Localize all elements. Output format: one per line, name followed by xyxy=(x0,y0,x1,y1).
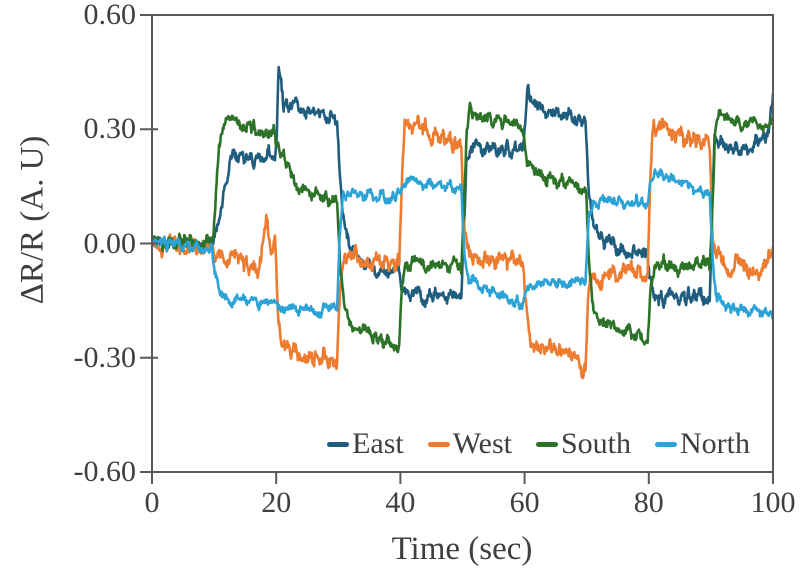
x-tick-label: 20 xyxy=(261,486,292,519)
y-tick-label: -0.30 xyxy=(73,340,137,374)
series-line-west xyxy=(152,114,773,380)
legend-swatch-south-icon xyxy=(535,441,558,447)
legend-label: West xyxy=(452,427,512,460)
x-tick-label: 0 xyxy=(144,486,160,519)
legend-item-south: South xyxy=(535,427,631,460)
legend-item-west: West xyxy=(427,427,512,460)
x-tick-label: 100 xyxy=(750,486,796,519)
x-tick-label: 60 xyxy=(509,486,540,519)
x-tick-label: 80 xyxy=(633,486,664,519)
x-axis-title: Time (sec) xyxy=(391,531,533,567)
legend-swatch-east-icon xyxy=(327,441,350,447)
legend-swatch-north-icon xyxy=(655,441,677,447)
legend-item-north: North xyxy=(655,428,750,460)
legend-item-east: East xyxy=(327,428,404,460)
legend-label: South xyxy=(560,427,631,460)
legend: East West South North xyxy=(152,428,750,460)
y-tick-label: 0.00 xyxy=(83,226,137,260)
y-tick-label: 0.30 xyxy=(83,112,137,146)
y-axis-title: ΔR/R (A. U) xyxy=(14,135,51,305)
legend-label: North xyxy=(680,427,750,460)
plot-frame xyxy=(151,14,774,473)
legend-label: East xyxy=(352,427,404,460)
legend-swatch-west-icon xyxy=(427,441,450,447)
x-tick-label: 40 xyxy=(385,486,416,519)
y-tick-label: -0.60 xyxy=(73,455,137,488)
y-tick-label: 0.60 xyxy=(83,0,137,31)
series-line-north xyxy=(152,168,773,321)
